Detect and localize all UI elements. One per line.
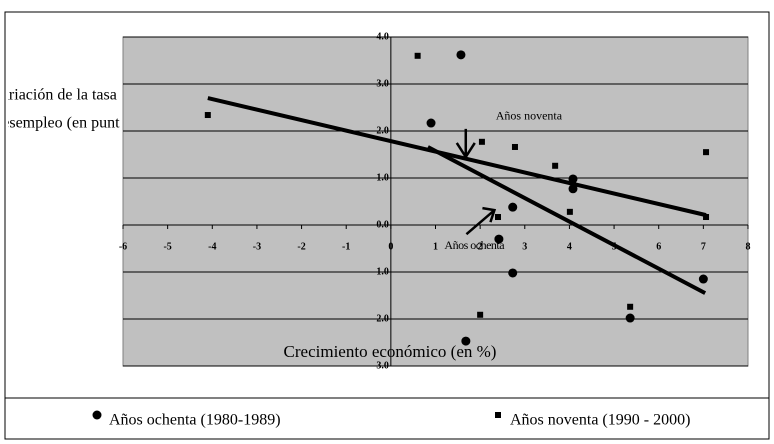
data-point bbox=[456, 50, 466, 60]
data-point bbox=[511, 143, 518, 150]
x-tick-label: -3 bbox=[253, 241, 261, 252]
data-point bbox=[414, 52, 421, 59]
x-tick-label: 0 bbox=[388, 241, 393, 252]
y-axis-title: Variación de la tasa de bbox=[0, 87, 136, 104]
x-tick-label: 2 bbox=[478, 241, 483, 252]
x-tick-label: -4 bbox=[208, 241, 216, 252]
arrow bbox=[455, 128, 476, 160]
x-axis-title: Crecimiento económico (en %) bbox=[284, 342, 497, 361]
data-point bbox=[495, 214, 501, 221]
data-point bbox=[508, 268, 518, 278]
x-tick-label: -2 bbox=[297, 241, 305, 252]
y-tick-label: 2.0 bbox=[376, 125, 389, 136]
x-tick-label: 8 bbox=[746, 241, 751, 252]
y-axis-title: desempleo (en puntos bbox=[0, 115, 134, 132]
data-point bbox=[478, 138, 485, 145]
data-point bbox=[568, 174, 578, 184]
trend-line bbox=[207, 96, 707, 218]
x-tick-label: 6 bbox=[656, 241, 661, 252]
data-point bbox=[426, 118, 436, 128]
data-point bbox=[508, 202, 518, 212]
x-tick-label: 1 bbox=[433, 241, 438, 252]
legend-label: Años noventa (1990 - 2000) bbox=[510, 412, 690, 429]
y-tick-label: 3.0 bbox=[376, 78, 389, 89]
y-tick-label: 4.0 bbox=[376, 31, 389, 42]
y-tick-label: -3.0 bbox=[373, 360, 389, 371]
arrow bbox=[465, 206, 497, 236]
legend-marker bbox=[495, 412, 501, 418]
data-point bbox=[703, 149, 710, 156]
y-tick-label: -1.0 bbox=[373, 266, 389, 277]
y-tick-label: 1.0 bbox=[376, 172, 389, 183]
data-point bbox=[703, 214, 710, 221]
annotation: Años ochenta bbox=[444, 238, 505, 252]
data-point bbox=[204, 112, 211, 119]
data-point bbox=[627, 303, 634, 310]
data-point bbox=[461, 336, 471, 346]
annotation: Años noventa bbox=[496, 109, 563, 123]
data-point bbox=[625, 313, 635, 323]
data-point bbox=[568, 184, 578, 194]
x-tick-label: 3 bbox=[522, 241, 527, 252]
legend-label: Años ochenta (1980-1989) bbox=[109, 412, 281, 429]
x-tick-label: -1 bbox=[342, 241, 350, 252]
y-tick-label: -2.0 bbox=[373, 313, 389, 324]
trend-line bbox=[426, 145, 707, 295]
x-tick-label: 4 bbox=[567, 241, 572, 252]
legend-marker bbox=[92, 410, 102, 420]
data-point bbox=[566, 208, 573, 215]
data-point bbox=[494, 234, 504, 244]
data-point bbox=[698, 274, 708, 284]
x-tick-label: 7 bbox=[701, 241, 706, 252]
data-point bbox=[552, 162, 559, 169]
x-tick-label: -6 bbox=[119, 241, 127, 252]
data-point bbox=[477, 311, 484, 318]
x-tick-label: -5 bbox=[163, 241, 171, 252]
